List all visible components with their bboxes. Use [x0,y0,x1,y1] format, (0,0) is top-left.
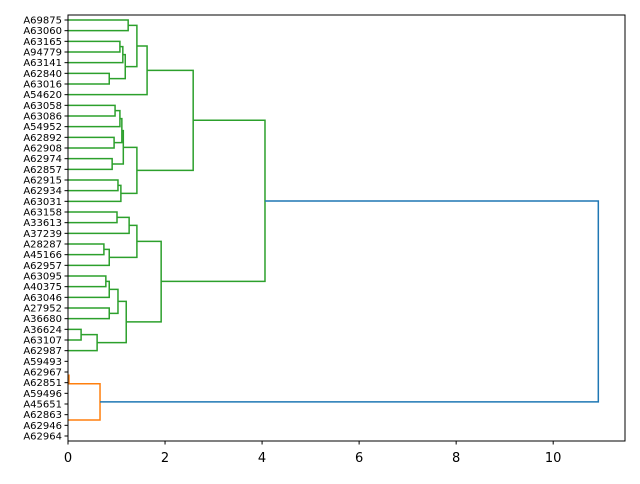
axes-frame [67,14,626,442]
dendrogram-link-24 [68,307,110,320]
x-tick-label: 2 [161,451,169,466]
leaf-labels: A69875A63060A63165A94779A63141A62840A630… [23,16,68,443]
dendrogram-link-33 [100,200,600,403]
dendrogram-link-10 [114,117,123,144]
leaf-label: A62957 [23,261,62,272]
leaf-label: A63046 [23,293,62,304]
leaf-label: A28287 [23,240,62,251]
leaf-label: A62908 [23,144,62,155]
dendrogram-link-21 [109,224,138,259]
leaf-label: A54620 [23,90,62,101]
leaf-label: A27952 [23,304,62,315]
dendrogram-link-7 [68,104,116,117]
leaf-label: A62934 [23,186,62,197]
dendrogram-link-19 [68,243,105,256]
dendrogram-link-2 [68,45,124,64]
x-tick-label: 0 [64,451,72,466]
leaf-label: A62946 [23,421,62,432]
leaf-label: A63016 [23,80,62,91]
x-tick-label: 4 [258,451,266,466]
leaf-label: A69875 [23,16,62,27]
leaf-label: A62964 [23,432,62,443]
dendrogram-link-3 [68,72,110,85]
dendrogram-link-26 [68,328,82,341]
dendrogram-link-13 [68,179,119,192]
x-tick-label: 8 [452,451,460,466]
x-axis-ticks: 0 2 4 6 8 10 [64,441,562,466]
dendrogram-link-8 [68,109,121,128]
leaf-label: A63107 [23,336,62,347]
leaf-label: A59493 [23,357,62,368]
dendrogram-link-23 [68,280,110,299]
x-tick-label: 6 [355,451,363,466]
leaf-label: A37239 [23,229,62,240]
leaf-label: A62851 [23,378,62,389]
leaf-label: A62863 [23,410,62,421]
dendrogram-link-9 [68,136,115,149]
dendrogram-link-27 [68,333,98,352]
leaf-label: A63165 [23,37,62,48]
leaf-label: A59496 [23,389,62,400]
leaf-label: A36680 [23,314,62,325]
leaf-label: A62857 [23,165,62,176]
dendrogram-link-20 [68,248,110,267]
dendrogram-link-25 [109,288,119,315]
dendrogram-link-15 [120,146,138,195]
leaf-label: A63158 [23,208,62,219]
leaf-label: A63086 [23,112,62,123]
leaf-label: A40375 [23,282,62,293]
dendrogram-link-0 [68,19,129,32]
dendrogram-links [68,19,600,421]
dendrogram-link-11 [68,157,113,171]
leaf-label: A36624 [23,325,62,336]
leaf-label: A45651 [23,400,62,411]
dendrogram-link-14 [68,184,122,203]
dendrogram-link-16 [136,69,194,172]
leaf-label: A63058 [23,101,62,112]
dendrogram-link-30 [161,119,266,283]
leaf-label: A63031 [23,197,62,208]
x-tick-label: 10 [545,451,562,466]
leaf-label: A62840 [23,69,62,80]
leaf-label: A62915 [23,176,62,187]
leaf-label: A54952 [23,122,62,133]
leaf-label: A62892 [23,133,62,144]
leaf-label: A94779 [23,48,62,59]
dendrogram-link-22 [68,275,107,288]
leaf-label: A63060 [23,26,62,37]
leaf-label: A63095 [23,272,62,283]
dendrogram-link-1 [68,40,121,53]
leaf-label: A62974 [23,154,62,165]
dendrogram-link-18 [68,216,130,235]
leaf-label: A62987 [23,346,62,357]
dendrogram-link-6 [68,45,148,96]
leaf-label: A33613 [23,218,62,229]
leaf-label: A63141 [23,58,62,69]
leaf-label: A45166 [23,250,62,261]
dendrogram-link-29 [126,240,162,323]
dendrogram-link-5 [125,24,138,68]
leaf-label: A62967 [23,368,62,379]
dendrogram-link-32 [68,382,101,421]
dendrogram-link-17 [68,211,118,224]
